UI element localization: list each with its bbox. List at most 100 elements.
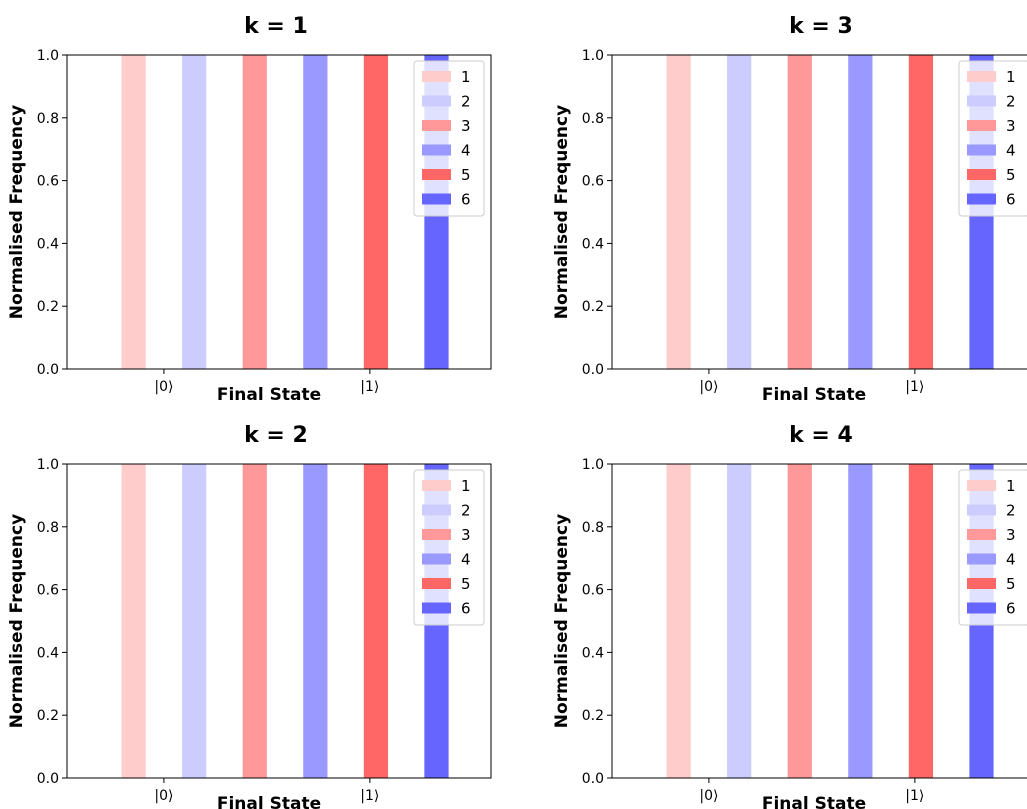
legend-swatch-6 xyxy=(422,193,451,205)
axes-frame xyxy=(611,463,1027,779)
legend-swatch-5 xyxy=(967,169,996,180)
legend-swatch-2 xyxy=(422,95,451,107)
legend-swatch-6 xyxy=(967,602,996,614)
y-tick-label: 0.8 xyxy=(582,520,604,536)
legend-label-3: 3 xyxy=(461,117,471,135)
legend-box xyxy=(958,469,1027,626)
y-axis-label: Normalised Frequency xyxy=(7,514,27,728)
bar-series-1 xyxy=(121,55,146,369)
x-tick-label: |1⟩ xyxy=(360,379,379,395)
bar-series-5 xyxy=(363,464,389,778)
chart-panel-2: 0.0 0.2 0.4 0.6 0.8 1.0 |0⟩ |1⟩ Final State Norma… xyxy=(552,14,1027,405)
legend-label-6: 6 xyxy=(461,600,471,618)
legend-label-3: 3 xyxy=(1006,526,1016,544)
bar-series-3 xyxy=(787,464,812,778)
bar-series-3 xyxy=(787,55,812,369)
y-tick-label: 0.6 xyxy=(582,174,604,190)
bar-series-2 xyxy=(182,464,207,778)
legend-label-5: 5 xyxy=(1006,166,1016,184)
axes-frame xyxy=(611,54,1027,370)
chart-panel-1: 0.0 0.2 0.4 0.6 0.8 1.0 |0⟩ |1⟩ Final State Norma… xyxy=(7,14,492,405)
y-tick-label: 0.0 xyxy=(582,362,604,378)
legend-swatch-5 xyxy=(967,578,996,589)
legend-swatch-6 xyxy=(422,602,451,614)
legend-swatch-4 xyxy=(422,553,451,565)
legend-swatch-1 xyxy=(967,71,996,82)
x-axis-label: Final State xyxy=(762,385,866,405)
axes-frame xyxy=(66,463,492,779)
y-tick-label: 0.4 xyxy=(582,645,604,661)
legend: 1 2 3 4 5 6 xyxy=(413,469,485,626)
legend-swatch-1 xyxy=(422,71,451,82)
y-tick-label: 0.6 xyxy=(582,583,604,599)
legend-swatch-1 xyxy=(422,480,451,491)
bar-series-5 xyxy=(908,464,934,778)
x-tick-label: |1⟩ xyxy=(905,788,924,804)
y-tick-label: 0.4 xyxy=(37,236,59,252)
bar-series-4 xyxy=(303,464,328,778)
legend-box xyxy=(958,60,1027,217)
bars xyxy=(666,55,994,369)
legend-swatch-2 xyxy=(422,504,451,516)
chart-title: k = 1 xyxy=(244,14,308,39)
legend-label-6: 6 xyxy=(1006,600,1016,618)
legend-label-1: 1 xyxy=(461,68,471,86)
legend-swatch-1 xyxy=(967,480,996,491)
y-tick-label: 0.8 xyxy=(37,111,59,127)
bar-series-3 xyxy=(242,55,267,369)
x-axis-label: Final State xyxy=(762,794,866,809)
chart-title: k = 3 xyxy=(789,14,853,39)
y-axis-label: Normalised Frequency xyxy=(7,105,27,319)
legend-label-6: 6 xyxy=(1006,191,1016,209)
bar-series-1 xyxy=(666,55,691,369)
legend-swatch-2 xyxy=(967,504,996,516)
legend-swatch-3 xyxy=(422,120,451,131)
y-tick-label: 0.0 xyxy=(582,771,604,787)
legend-label-5: 5 xyxy=(461,166,471,184)
bar-series-2 xyxy=(182,55,207,369)
legend-swatch-5 xyxy=(422,169,451,180)
bar-series-3 xyxy=(242,464,267,778)
legend-box xyxy=(413,60,485,217)
x-axis-label: Final State xyxy=(217,794,321,809)
legend: 1 2 3 4 5 6 xyxy=(413,60,485,217)
legend-label-1: 1 xyxy=(461,477,471,495)
y-tick-label: 0.8 xyxy=(582,111,604,127)
y-tick-label: 1.0 xyxy=(582,457,604,473)
bar-series-2 xyxy=(727,464,752,778)
bar-series-2 xyxy=(727,55,752,369)
y-tick-label: 1.0 xyxy=(582,48,604,64)
legend-label-4: 4 xyxy=(461,142,471,160)
y-axis-label: Normalised Frequency xyxy=(552,105,572,319)
chart-panel-3: 0.0 0.2 0.4 0.6 0.8 1.0 |0⟩ |1⟩ Final State Norma… xyxy=(7,423,492,809)
chart-title: k = 4 xyxy=(789,423,853,448)
y-tick-label: 0.0 xyxy=(37,771,59,787)
legend-label-4: 4 xyxy=(1006,142,1016,160)
legend-swatch-4 xyxy=(967,553,996,565)
y-tick-label: 0.4 xyxy=(582,236,604,252)
x-tick-label: |1⟩ xyxy=(360,788,379,804)
legend-label-5: 5 xyxy=(1006,575,1016,593)
bar-series-1 xyxy=(121,464,146,778)
legend-swatch-4 xyxy=(422,144,451,156)
axes-frame xyxy=(66,54,492,370)
y-tick-label: 0.2 xyxy=(582,299,604,315)
bar-series-5 xyxy=(363,55,389,369)
y-tick-label: 1.0 xyxy=(37,457,59,473)
bar-series-4 xyxy=(303,55,328,369)
legend-label-1: 1 xyxy=(1006,68,1016,86)
legend-label-2: 2 xyxy=(1006,93,1016,111)
bars xyxy=(121,464,449,778)
bar-series-1 xyxy=(666,464,691,778)
legend-label-6: 6 xyxy=(461,191,471,209)
y-tick-label: 0.2 xyxy=(37,299,59,315)
y-tick-label: 0.6 xyxy=(37,583,59,599)
legend-label-4: 4 xyxy=(461,551,471,569)
x-axis-label: Final State xyxy=(217,385,321,405)
legend-swatch-2 xyxy=(967,95,996,107)
legend-label-5: 5 xyxy=(461,575,471,593)
y-tick-label: 0.6 xyxy=(37,174,59,190)
bars xyxy=(121,55,449,369)
legend-box xyxy=(413,469,485,626)
x-tick-label: |1⟩ xyxy=(905,379,924,395)
